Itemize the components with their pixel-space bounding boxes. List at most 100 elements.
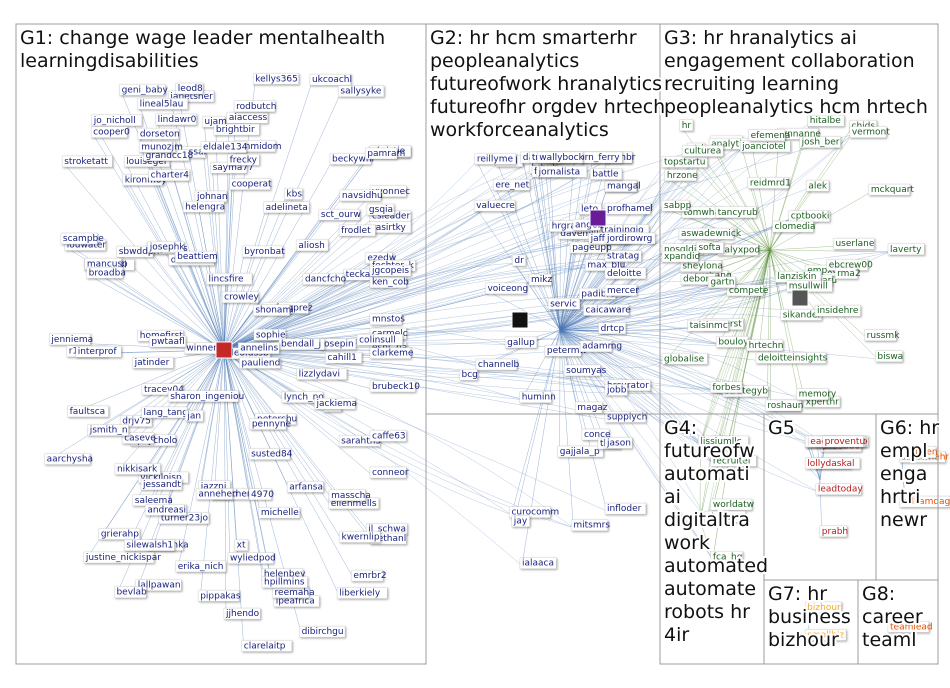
node-label: lindawr0	[158, 115, 197, 125]
node-label: pauliend	[241, 358, 280, 368]
node-label: mnstos	[372, 315, 405, 325]
node: pageupp	[569, 241, 612, 254]
node: roshaun	[765, 399, 804, 412]
node: jessandt	[140, 478, 183, 491]
node-label: josepin	[321, 340, 354, 350]
node-label: shonami	[255, 306, 293, 316]
node: annelins	[238, 342, 280, 354]
node-label: profhamel	[607, 204, 653, 214]
group-title: G3: hr hranalytics ai	[664, 27, 857, 49]
node-label: xperthr	[806, 397, 840, 407]
node: aarchysha	[44, 453, 93, 465]
node-label: teckathrin	[346, 270, 392, 280]
node-label: trainingjo	[601, 226, 644, 236]
node: erika_nich	[175, 560, 226, 573]
node-label: reemaha	[275, 588, 315, 598]
node: sct_ourw	[318, 209, 361, 221]
node: sharon_ingeniou	[168, 390, 244, 402]
node-label: masscha	[331, 491, 371, 501]
node-label: ken_cob	[372, 278, 409, 288]
group-title: ai	[664, 486, 681, 508]
node: masscha	[328, 489, 371, 501]
node: smallbiz	[804, 629, 847, 641]
node: adelineta	[263, 201, 310, 214]
node-label: grandcc18	[146, 151, 194, 161]
node: interprof	[75, 345, 122, 358]
node-label: roshaun	[767, 401, 803, 411]
node: beattiem	[174, 250, 218, 263]
node: msullwill	[786, 280, 833, 292]
group-title: 4ir	[664, 624, 689, 646]
node-label: tracey04	[144, 385, 184, 395]
node: hpillmins	[261, 576, 308, 588]
node-label: alek	[808, 181, 828, 191]
node: dr	[512, 254, 526, 267]
node-label: johnan	[196, 192, 228, 202]
group-title: workforceanalytics	[430, 119, 609, 141]
node: teamlead	[887, 621, 933, 633]
node-label: 4970	[251, 490, 274, 500]
node: mercer	[604, 284, 639, 296]
node-label: nosqldig	[664, 245, 702, 255]
node: nikkisark	[114, 463, 161, 475]
node-label: compete	[729, 286, 769, 296]
node-label: analyticsi	[711, 139, 754, 149]
node: bendall_j	[278, 338, 325, 350]
node: shonami	[253, 304, 294, 316]
node-label: annelins	[240, 344, 278, 354]
group-title: recruiting learning	[664, 73, 839, 95]
node: forbes	[710, 381, 743, 393]
node-label: jornalista	[538, 167, 581, 177]
node-label: ukcoachl	[312, 75, 352, 85]
node-label: mikz	[531, 275, 552, 285]
node-label: kironmoy	[125, 175, 168, 185]
node-label: andreasi	[147, 505, 186, 515]
node-label: mitsmrs	[573, 521, 610, 531]
node-label: grierahp	[101, 530, 139, 540]
node: tracey04	[141, 383, 184, 396]
node-label: jan	[186, 411, 201, 421]
node-label: kellys365	[255, 74, 298, 84]
group-title: hrtri	[880, 486, 920, 508]
node: channelb	[475, 358, 519, 371]
node: lallpawan	[135, 579, 182, 591]
node: caffe63	[369, 430, 407, 442]
node: ujam	[202, 115, 227, 128]
node: jgcopeis	[369, 264, 411, 277]
node: sallysyke	[338, 85, 385, 97]
group-title: futureofwork hranalytics	[430, 73, 662, 95]
group-title: G2: hr hcm smarterhr	[430, 27, 637, 49]
node-label: softa	[698, 243, 720, 253]
node-label: kpsycholo	[132, 436, 178, 446]
group-panel-g8	[857, 579, 939, 665]
node: gajjala_p	[557, 445, 604, 458]
node: aiaccess	[226, 112, 268, 124]
node: bevlab	[114, 586, 147, 598]
node: jobb	[604, 384, 628, 396]
node-label: soumyas	[566, 366, 607, 376]
node: ialaaca	[519, 557, 557, 569]
node-label: ialaaca	[522, 559, 554, 569]
node: compete	[726, 284, 769, 297]
group-title: automati	[664, 463, 750, 485]
node-label: cooperat	[232, 180, 272, 190]
node: mnstos	[369, 313, 405, 325]
node-label: max_blu	[587, 261, 625, 271]
node: russmk	[864, 329, 900, 341]
node: jordirowrg	[604, 232, 656, 245]
node-label: teamlead	[890, 622, 933, 632]
node-label: xpandio	[664, 252, 700, 262]
node-label: rasirtky	[372, 223, 407, 233]
node: helengra	[182, 201, 225, 213]
node-label: jay	[513, 517, 528, 527]
node-label: recruiter	[713, 456, 752, 466]
node: supplych	[604, 411, 647, 423]
node-label: prabh	[822, 527, 848, 537]
node-label: brubeck10	[372, 382, 420, 392]
node: cptbooki	[788, 210, 830, 222]
node-label: hrzone	[667, 171, 698, 181]
node: battle	[590, 168, 623, 180]
group-title: peopleanalytics hcm hrtech	[664, 96, 928, 118]
hub-avatar-icon	[791, 289, 809, 307]
node-label: lang_tang	[144, 408, 188, 418]
